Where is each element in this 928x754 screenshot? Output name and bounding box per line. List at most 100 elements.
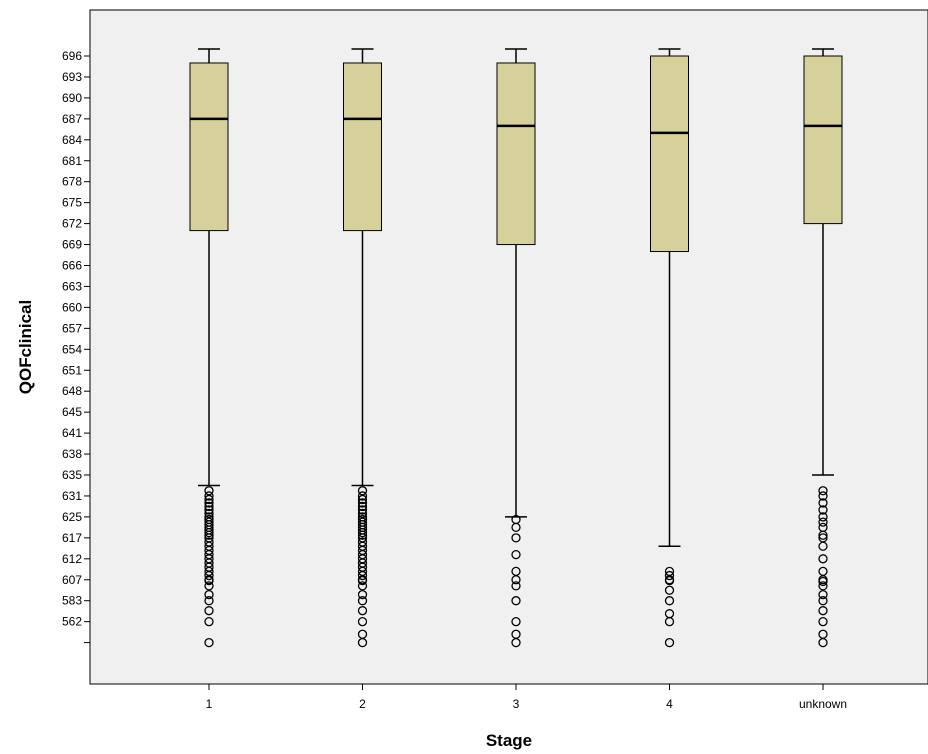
y-tick-label: 687 xyxy=(62,112,82,126)
outlier-point xyxy=(818,581,828,591)
outlier-point xyxy=(357,486,368,496)
y-tick-label: 681 xyxy=(62,154,82,168)
outlier-point xyxy=(818,637,828,648)
box-group-unknown xyxy=(803,48,843,648)
box-iqr xyxy=(650,55,689,253)
y-tick-label: 635 xyxy=(62,468,82,482)
outlier-point xyxy=(511,575,521,585)
y-tick-label: 684 xyxy=(62,133,82,147)
outlier-point xyxy=(204,575,214,586)
outlier-point xyxy=(818,530,828,540)
outlier-point xyxy=(818,498,828,508)
outlier-point xyxy=(204,491,214,501)
y-tick-label: 625 xyxy=(62,510,82,524)
outlier-point xyxy=(818,541,828,551)
outlier-point xyxy=(357,581,368,591)
outlier-point xyxy=(511,596,521,606)
outlier-point xyxy=(511,549,521,560)
y-tick-label: 651 xyxy=(62,363,82,377)
outlier-point xyxy=(357,508,368,519)
y-tick-label: 583 xyxy=(62,594,82,608)
x-tick-label: 2 xyxy=(359,697,366,711)
outlier-point xyxy=(357,570,368,581)
y-tick-label: 648 xyxy=(62,384,82,398)
outlier-point xyxy=(357,501,368,512)
y-tick-label: 562 xyxy=(62,615,82,629)
outlier-point xyxy=(357,491,368,501)
outlier-point xyxy=(204,501,214,512)
outlier-point xyxy=(818,606,828,616)
outlier-point xyxy=(818,505,828,515)
y-tick-label: 678 xyxy=(62,175,82,189)
outlier-point xyxy=(204,617,214,627)
outlier-point xyxy=(204,581,214,591)
outlier-point xyxy=(204,637,214,648)
box-group-1 xyxy=(189,48,229,648)
y-tick-label: 641 xyxy=(62,426,82,440)
outlier-point xyxy=(511,637,521,648)
box-iqr xyxy=(189,62,229,232)
y-axis-title: QOFclinical xyxy=(16,300,35,394)
outlier-point xyxy=(204,505,214,515)
box-iqr xyxy=(496,62,536,246)
outlier-point xyxy=(664,596,675,606)
outlier-point xyxy=(204,606,214,616)
outlier-point xyxy=(357,606,368,616)
y-tick-label: 657 xyxy=(62,321,82,335)
outlier-point xyxy=(357,494,368,505)
outlier-point xyxy=(357,637,368,648)
y-tick-label: 660 xyxy=(62,300,82,314)
y-tick-label: 669 xyxy=(62,238,82,252)
outlier-point xyxy=(204,527,214,538)
outlier-point xyxy=(511,533,521,543)
outlier-point xyxy=(818,589,828,600)
outlier-point xyxy=(818,596,828,606)
y-tick-label: 663 xyxy=(62,279,82,293)
outlier-point xyxy=(357,527,368,538)
box-group-4 xyxy=(650,48,689,648)
x-tick-label: unknown xyxy=(799,697,847,711)
y-tick-label: 654 xyxy=(62,342,82,356)
y-tick-label: 672 xyxy=(62,217,82,231)
outlier-point xyxy=(818,554,828,564)
x-axis: 1 2 3 4 unknown xyxy=(206,684,847,711)
box-iqr xyxy=(343,62,382,232)
outlier-point xyxy=(357,596,368,606)
y-tick-label: 645 xyxy=(62,405,82,419)
x-tick-label: 4 xyxy=(666,697,673,711)
outlier-point xyxy=(357,498,368,508)
outlier-point xyxy=(357,530,368,540)
outlier-point xyxy=(204,530,214,540)
outlier-point xyxy=(818,617,828,627)
outlier-point xyxy=(818,491,828,501)
box-group-2 xyxy=(343,48,382,648)
y-tick-label: 690 xyxy=(62,91,82,105)
outlier-point xyxy=(204,494,214,505)
boxes-layer xyxy=(189,48,843,648)
outlier-point xyxy=(204,486,214,496)
outlier-point xyxy=(204,589,214,600)
y-axis: 696 693 690 687 684 681 678 675 672 669 666 663 660 6… xyxy=(62,49,90,644)
outlier-point xyxy=(511,581,521,591)
y-tick-label: 638 xyxy=(62,447,82,461)
outlier-point xyxy=(664,570,675,581)
y-tick-label: 666 xyxy=(62,259,82,273)
y-tick-label: 617 xyxy=(62,531,82,545)
outlier-point xyxy=(357,575,368,586)
outlier-point xyxy=(511,522,521,533)
outlier-point xyxy=(664,617,675,627)
outlier-point xyxy=(204,596,214,606)
y-tick-label: 631 xyxy=(62,489,82,503)
x-tick-label: 1 xyxy=(206,697,213,711)
outlier-point xyxy=(357,617,368,627)
y-tick-label: 612 xyxy=(62,552,82,566)
outlier-point xyxy=(818,517,828,527)
outlier-point xyxy=(204,570,214,581)
y-tick-label: 675 xyxy=(62,196,82,210)
y-tick-label: 693 xyxy=(62,70,82,84)
outlier-point xyxy=(357,589,368,600)
outlier-point xyxy=(664,585,675,595)
y-tick-label: 696 xyxy=(62,49,82,63)
outlier-point xyxy=(204,508,214,519)
